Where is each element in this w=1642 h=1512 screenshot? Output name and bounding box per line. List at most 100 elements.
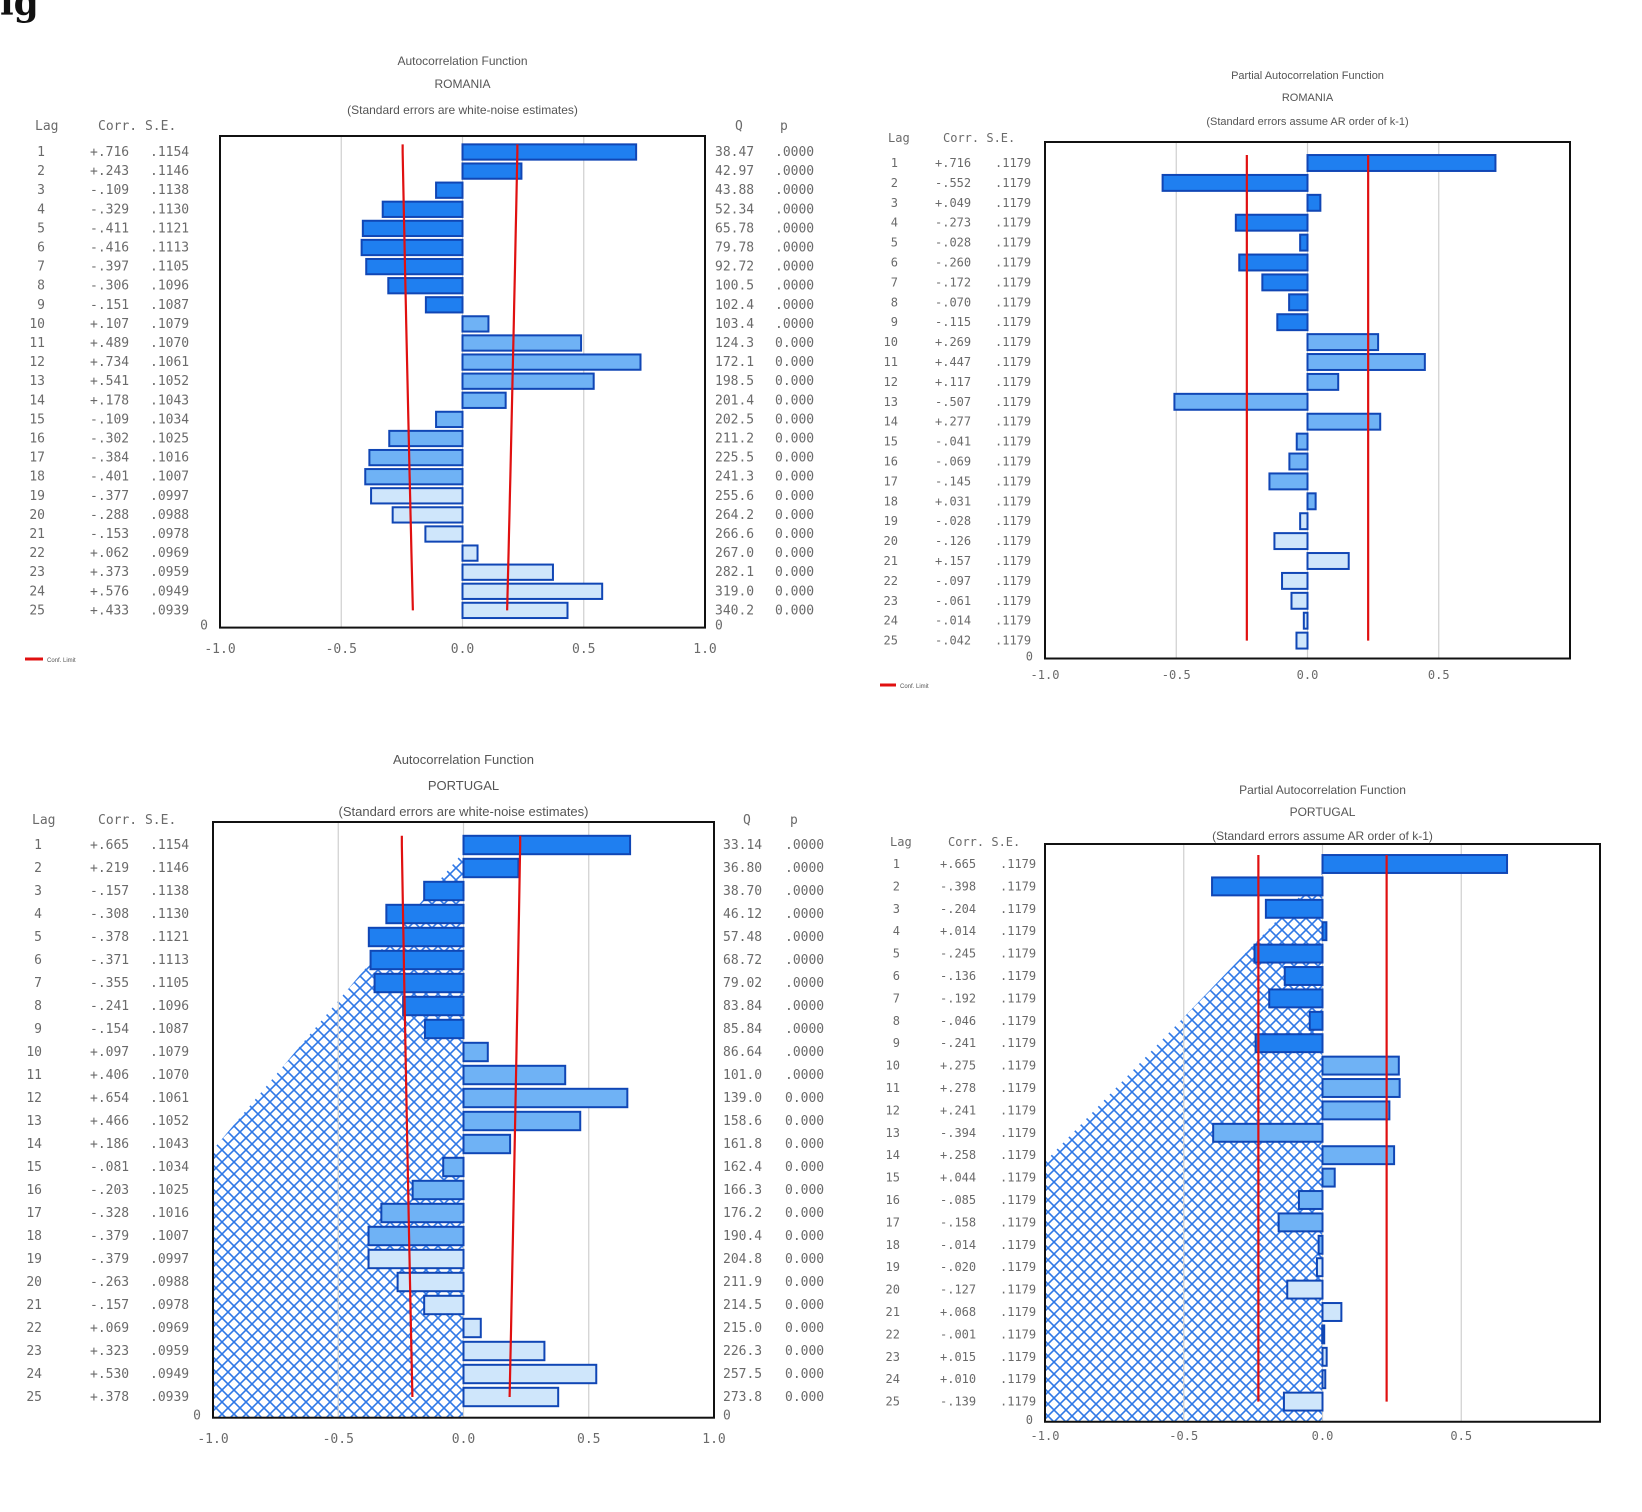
lag-label: 7 [893,991,900,1005]
corr-label: -.154 [90,1022,129,1037]
se-label: .1179 [995,614,1031,628]
chart-portugal-acf: Autocorrelation Function PORTUGAL (Standar… [0,748,880,1512]
q-label: 266.6 [715,527,754,542]
lag-label: 21 [29,527,45,542]
se-label: .1121 [150,930,189,945]
conf-limit-upper-line [506,144,519,611]
p-label: .0000 [775,221,814,236]
p-label: 0.000 [775,584,814,599]
se-label: .1179 [1000,1148,1036,1162]
se-label: .1130 [150,202,189,217]
zero-row-label: 0 [200,619,208,634]
q-label: 172.1 [715,355,754,370]
se-label: .1138 [150,884,189,899]
bar [423,880,465,902]
bar [462,1340,546,1362]
p-label: 0.000 [775,355,814,370]
lag-label: 9 [893,1036,900,1050]
x-tick-label: 0.0 [452,1432,475,1447]
q-label: 225.5 [715,451,754,466]
corr-label: +.269 [935,335,971,349]
lag-label: 16 [884,455,898,469]
p-label: .0000 [775,202,814,217]
lag-label: 24 [884,614,898,628]
se-label: .1146 [150,861,189,876]
corr-label: -.097 [935,574,971,588]
se-label: .1096 [150,279,189,294]
bar [369,949,465,971]
bar [423,1018,465,1040]
corr-label: -.241 [940,1036,976,1050]
zero-row-label: 0 [1026,650,1033,664]
corr-label: -.020 [940,1260,976,1274]
q-label: 162.4 [723,1160,762,1175]
bar [462,1041,489,1063]
p-label: 0.000 [785,1275,824,1290]
x-tick-label: -0.5 [1162,668,1191,682]
se-label: .1087 [150,1022,189,1037]
p-label: 0.000 [775,489,814,504]
q-label: 103.4 [715,317,754,332]
lag-label: 1 [37,145,45,160]
bar [1264,898,1324,919]
lag-label: 3 [893,902,900,916]
corr-label: -.028 [935,514,971,528]
se-label: .1070 [150,1068,189,1083]
p-label: 0.000 [775,374,814,389]
p-label: .0000 [785,999,824,1014]
bar [461,582,604,600]
se-label: .1179 [1000,1372,1036,1386]
corr-label: +.258 [940,1148,976,1162]
corr-label: +.049 [935,196,971,210]
bar [1268,472,1309,491]
q-label: 176.2 [723,1206,762,1221]
corr-label: +.014 [940,924,976,938]
corr-label: -.328 [90,1206,129,1221]
se-label: .1179 [1000,1305,1036,1319]
corr-label: +.044 [940,1171,976,1185]
lag-label: 13 [29,374,45,389]
lag-label: 19 [26,1252,42,1267]
se-label: .0988 [150,1275,189,1290]
corr-label: -.109 [90,412,129,427]
corr-label: -.070 [935,295,971,309]
figure-label: ig [0,0,39,24]
q-label: 226.3 [723,1344,762,1359]
p-label: .0000 [775,183,814,198]
x-tick-label: -0.5 [326,642,357,657]
lag-label: 2 [34,861,42,876]
bar [1268,988,1324,1009]
bar [1306,333,1380,352]
q-label: 68.72 [723,953,762,968]
q-label: 36.80 [723,861,762,876]
lag-label: 3 [891,196,898,210]
se-label: .1034 [150,1160,189,1175]
conf-limit-upper-line [508,835,522,1398]
lag-label: 3 [34,884,42,899]
corr-label: -.378 [90,930,129,945]
q-label: 139.0 [723,1091,762,1106]
q-label: 100.5 [715,279,754,294]
chart-svg: Autocorrelation Function ROMANIA (Standard… [25,54,814,664]
se-label: .1025 [150,1183,189,1198]
lag-label: 6 [34,953,42,968]
se-label: .1179 [1000,1395,1036,1409]
corr-label: +.406 [90,1068,129,1083]
x-tick-label: -1.0 [1031,668,1060,682]
corr-label: +.665 [90,838,129,853]
q-label: 282.1 [715,565,754,580]
lag-label: 23 [29,565,45,580]
se-label: .1179 [995,455,1031,469]
lag-label: 16 [886,1193,900,1207]
bar [1321,1078,1401,1098]
lag-label: 8 [891,295,898,309]
q-label: 33.14 [723,838,762,853]
corr-label: -.109 [90,183,129,198]
se-label: .1179 [1000,857,1036,871]
p-label: 0.000 [775,546,814,561]
lag-label: 17 [29,451,45,466]
corr-label: +.734 [90,355,129,370]
bar [1290,591,1309,610]
bar [367,1248,465,1270]
chart-note: (Standard errors assume AR order of k-1) [1212,829,1433,843]
